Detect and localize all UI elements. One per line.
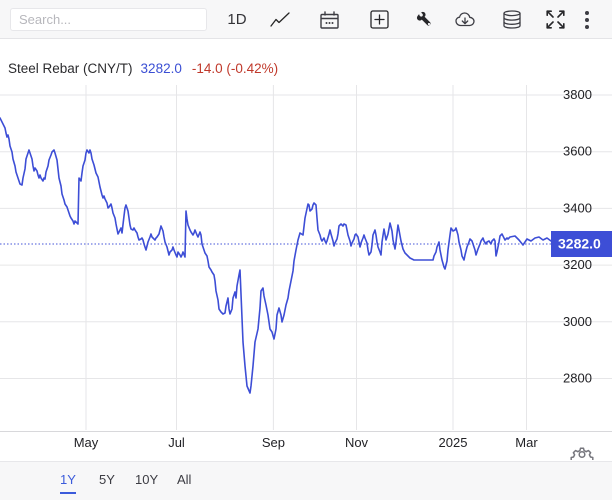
svg-text:Sep: Sep bbox=[262, 435, 285, 450]
svg-text:3600: 3600 bbox=[563, 144, 592, 159]
svg-text:Jul: Jul bbox=[168, 435, 185, 450]
svg-text:3800: 3800 bbox=[563, 87, 592, 102]
svg-text:May: May bbox=[74, 435, 99, 450]
svg-text:2800: 2800 bbox=[563, 371, 592, 386]
svg-text:Mar: Mar bbox=[515, 435, 538, 450]
svg-text:3282.0: 3282.0 bbox=[558, 236, 601, 252]
svg-text:3400: 3400 bbox=[563, 200, 592, 215]
svg-text:3200: 3200 bbox=[563, 257, 592, 272]
svg-text:3000: 3000 bbox=[563, 314, 592, 329]
svg-text:2025: 2025 bbox=[439, 435, 468, 450]
svg-text:Nov: Nov bbox=[345, 435, 369, 450]
